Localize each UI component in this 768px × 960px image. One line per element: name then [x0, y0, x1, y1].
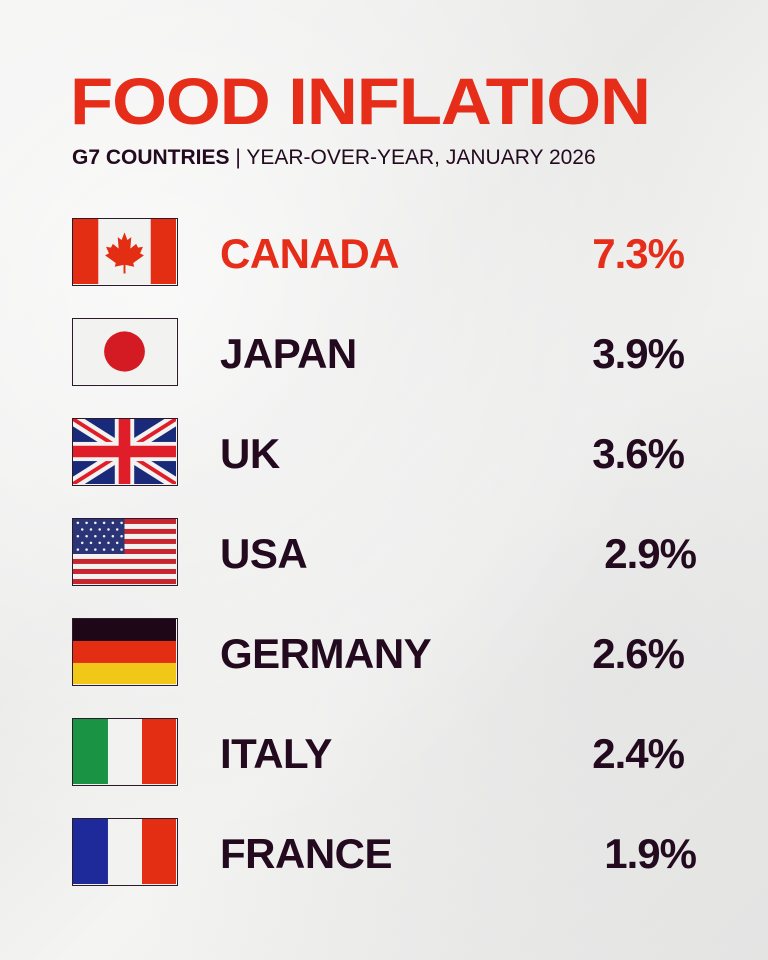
usa-flag-icon: [72, 518, 178, 586]
subtitle-rest: YEAR-OVER-YEAR, JANUARY 2026: [246, 146, 596, 169]
country-name: USA: [220, 530, 308, 577]
table-row-italy: ITALY 2.4%: [0, 718, 768, 790]
country-name: FRANCE: [220, 830, 393, 877]
inflation-value: 2.9%: [604, 530, 697, 577]
table-row-usa: USA 2.9%: [0, 518, 768, 590]
table-row-france: FRANCE 1.9%: [0, 818, 768, 890]
table-row-uk: UK 3.6%: [0, 418, 768, 490]
italy-flag-icon: [72, 718, 178, 786]
country-name: ITALY: [220, 730, 332, 777]
subtitle-separator: |: [235, 146, 241, 169]
table-row-japan: JAPAN 3.9%: [0, 318, 768, 390]
canada-flag-icon: [72, 218, 178, 286]
inflation-value: 7.3%: [592, 230, 685, 277]
inflation-value: 2.6%: [592, 630, 685, 677]
inflation-value: 2.4%: [592, 730, 685, 777]
subtitle: G7 COUNTRIES | YEAR-OVER-YEAR, JANUARY 2…: [72, 146, 596, 170]
inflation-value: 3.6%: [592, 430, 685, 477]
subtitle-bold: G7 COUNTRIES: [72, 146, 230, 169]
page-title: FOOD INFLATION: [70, 64, 651, 138]
country-name: JAPAN: [220, 330, 357, 377]
inflation-value: 1.9%: [604, 830, 697, 877]
table-row-germany: GERMANY 2.6%: [0, 618, 768, 690]
country-name: UK: [220, 430, 280, 477]
country-name: GERMANY: [220, 630, 432, 677]
germany-flag-icon: [72, 618, 178, 686]
japan-flag-icon: [72, 318, 178, 386]
inflation-value: 3.9%: [592, 330, 685, 377]
table-row-canada: CANADA 7.3%: [0, 218, 768, 290]
france-flag-icon: [72, 818, 178, 886]
country-name: CANADA: [220, 230, 400, 277]
uk-flag-icon: [72, 418, 178, 486]
